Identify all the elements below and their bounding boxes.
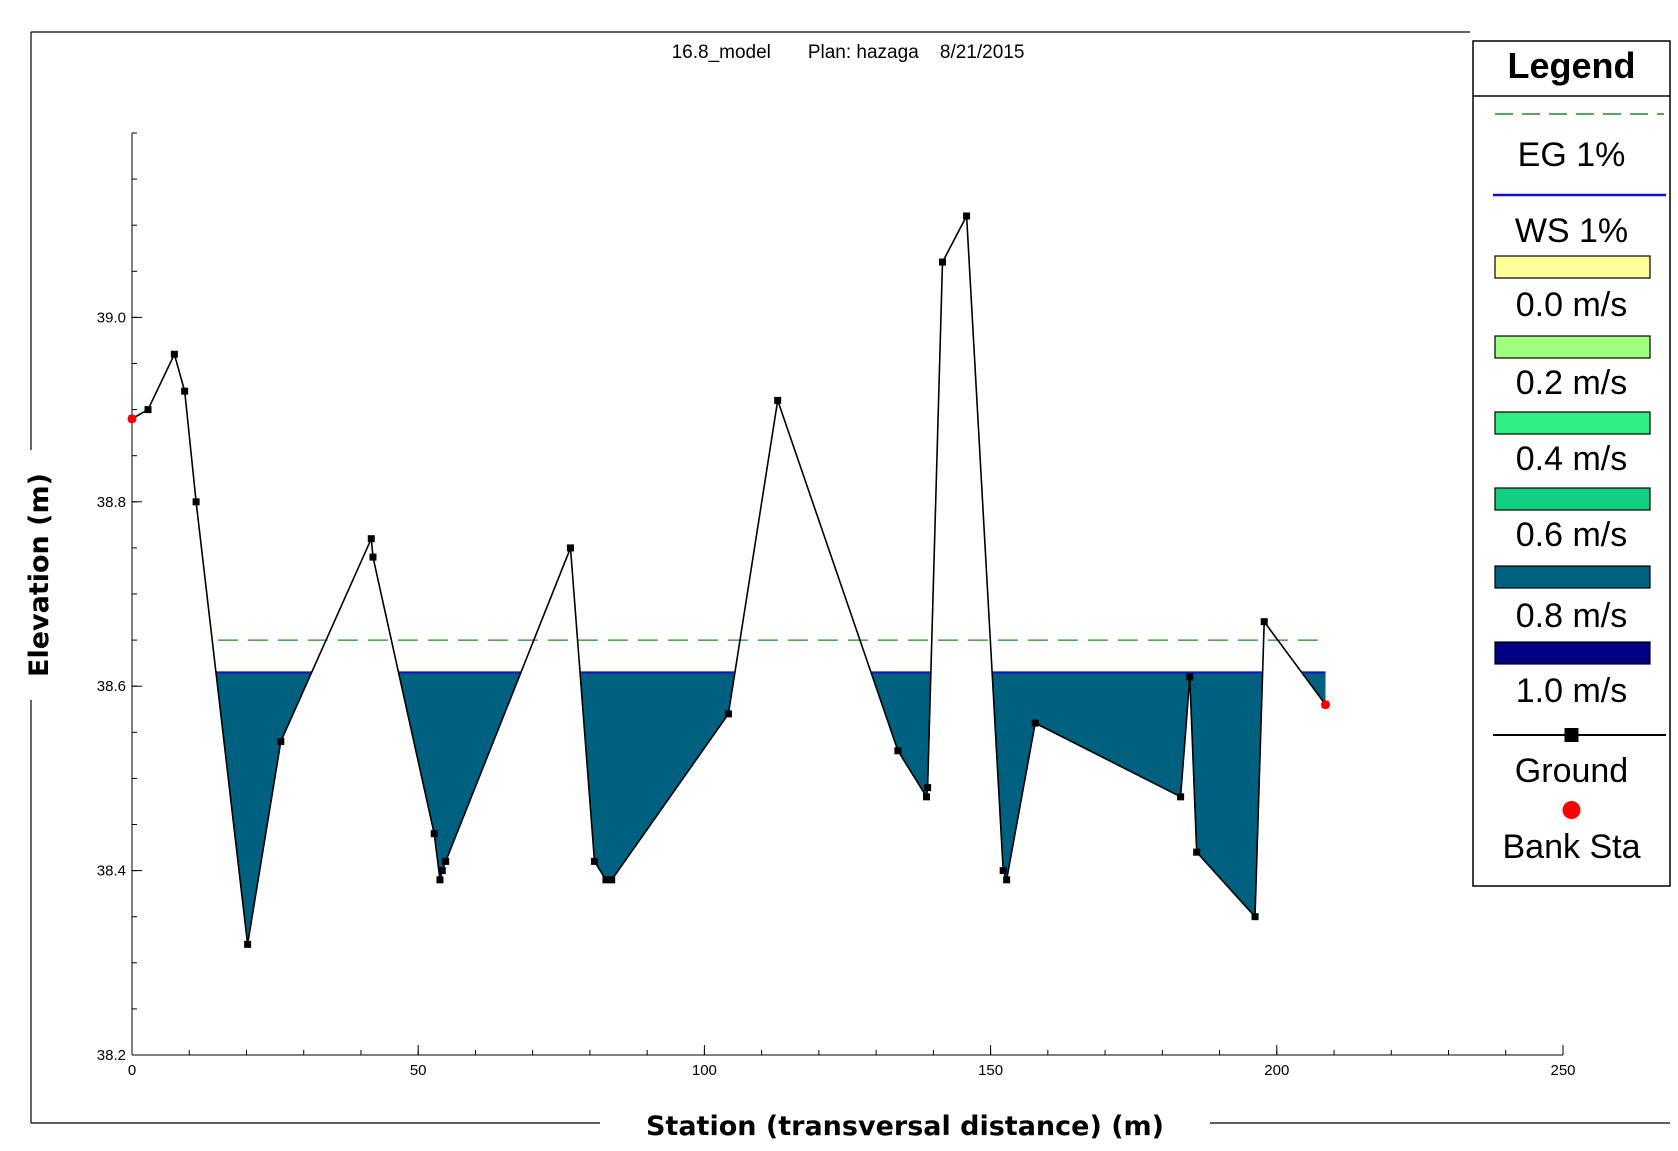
ground-point	[999, 867, 1007, 875]
ground-point	[924, 784, 932, 792]
x-tick-label: 150	[978, 1062, 1003, 1079]
ground-line	[131, 213, 1327, 945]
ground-point	[602, 876, 610, 884]
ground-point	[922, 793, 930, 801]
legend-item-label: Bank Sta	[1503, 828, 1641, 866]
legend-item-label: Ground	[1515, 752, 1628, 790]
ground-point	[724, 710, 732, 718]
plot-area: 0 50 100 150 200 250 38.2 38.4 38.6 38.8 39.0	[97, 132, 1576, 1079]
legend-swatch	[1494, 335, 1651, 359]
bank-station-point	[1320, 700, 1330, 710]
x-tick-label: 50	[410, 1062, 427, 1079]
y-tick-label: 38.2	[97, 1047, 126, 1064]
ground-point	[774, 396, 782, 404]
legend-title: Legend	[1507, 45, 1635, 86]
flow-area-fill	[216, 672, 312, 945]
ground-point	[1251, 913, 1259, 921]
legend-symbol-bank	[1562, 801, 1581, 819]
ground-point	[430, 830, 438, 838]
ground-point	[442, 857, 450, 865]
ground-point	[367, 535, 375, 543]
ground-point	[1260, 618, 1268, 626]
legend-item-label: 0.4 m/s	[1516, 440, 1627, 478]
legend-swatch	[1494, 487, 1651, 511]
flow-area-fill	[992, 672, 1263, 917]
legend-item-label: 0.2 m/s	[1516, 364, 1627, 402]
ground-point	[1031, 719, 1039, 727]
x-tick-label: 250	[1550, 1062, 1575, 1079]
legend-item-label: EG 1%	[1518, 136, 1626, 174]
y-tick-label: 38.4	[97, 863, 126, 880]
ground-point	[963, 212, 971, 220]
ground-point	[436, 876, 444, 884]
legend: Legend EG 1% WS 1% 0.0 m/s 0.2 m/s 0.4 m/s 0.6…	[1472, 40, 1671, 887]
ground-point	[566, 544, 574, 552]
ground-point	[369, 553, 377, 561]
x-tick-label: 200	[1264, 1062, 1289, 1079]
flow-area-fill	[580, 672, 735, 880]
ground-point	[244, 940, 252, 948]
legend-item-label: 0.8 m/s	[1516, 597, 1627, 635]
legend-swatch	[1494, 411, 1651, 435]
ground-point	[438, 867, 446, 875]
y-axis-title: Elevation (m)	[24, 473, 55, 677]
x-tick-label: 0	[128, 1062, 136, 1079]
ground-point	[277, 738, 285, 746]
ground-point	[590, 857, 598, 865]
y-tick-label: 38.8	[97, 494, 126, 511]
legend-item-label: WS 1%	[1515, 212, 1628, 250]
ground-point	[1193, 848, 1201, 856]
legend-item-label: 0.0 m/s	[1516, 286, 1627, 324]
outer-frame	[30, 31, 1670, 1124]
legend-box	[1472, 40, 1671, 887]
x-tick-label: 100	[692, 1062, 717, 1079]
y-tick-label: 38.6	[97, 678, 126, 695]
y-tick-label: 39.0	[97, 309, 126, 326]
ground-point	[144, 406, 152, 414]
legend-item-label: 1.0 m/s	[1516, 672, 1627, 710]
ground-point	[1177, 793, 1185, 801]
x-axis-title: Station (transversal distance) (m)	[646, 1111, 1164, 1142]
ground-point	[170, 350, 178, 358]
legend-swatch	[1494, 565, 1651, 589]
legend-swatch	[1494, 641, 1651, 665]
ground-point	[181, 387, 189, 395]
ground-point	[192, 498, 200, 506]
legend-item-label: 0.6 m/s	[1516, 516, 1627, 554]
legend-swatch	[1494, 255, 1651, 279]
ground-point	[939, 258, 947, 266]
chart-title: 16.8_model Plan: hazaga 8/21/2015	[672, 42, 1025, 63]
bank-station-point	[127, 414, 137, 424]
flow-area-fill	[398, 672, 521, 880]
ground-point	[1003, 876, 1011, 884]
ground-point	[608, 876, 616, 884]
ground-point	[894, 747, 902, 755]
flow-area-fill	[871, 672, 931, 797]
legend-symbol-ground-marker	[1564, 728, 1579, 742]
ground-point	[1186, 673, 1194, 681]
